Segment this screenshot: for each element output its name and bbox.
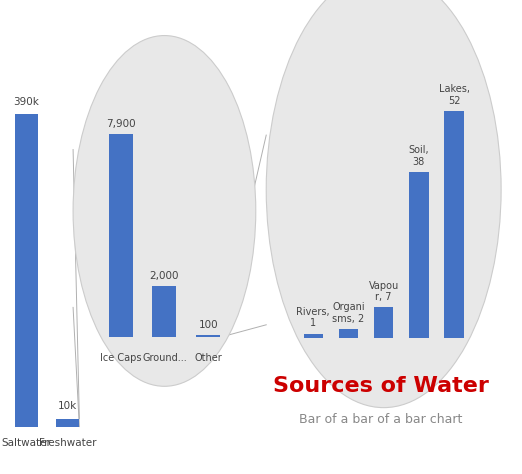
- Text: 7,900: 7,900: [106, 119, 135, 129]
- Text: Lakes,
52: Lakes, 52: [438, 84, 470, 106]
- Bar: [374, 307, 394, 338]
- Bar: [15, 114, 38, 427]
- Text: 390k: 390k: [13, 97, 39, 107]
- Text: 10k: 10k: [58, 401, 77, 411]
- Text: Soil,
38: Soil, 38: [409, 146, 429, 167]
- Text: Freshwater: Freshwater: [39, 438, 97, 448]
- Bar: [56, 419, 79, 427]
- Text: Ground...: Ground...: [142, 353, 187, 363]
- Text: Bar of a bar of a bar chart: Bar of a bar of a bar chart: [300, 413, 462, 426]
- Text: 100: 100: [198, 320, 218, 330]
- Text: Other: Other: [194, 353, 222, 363]
- Bar: [409, 172, 429, 338]
- Bar: [196, 335, 220, 337]
- Text: Organi
sms, 2: Organi sms, 2: [332, 302, 365, 324]
- Text: Vapou
r, 7: Vapou r, 7: [369, 281, 399, 302]
- Bar: [303, 334, 323, 338]
- Text: 2,000: 2,000: [150, 271, 179, 281]
- Bar: [152, 286, 176, 337]
- Text: Ice Caps: Ice Caps: [100, 353, 141, 363]
- Text: Rivers,
1: Rivers, 1: [296, 307, 330, 328]
- Bar: [444, 111, 464, 338]
- Text: Saltwater: Saltwater: [1, 438, 51, 448]
- Bar: [109, 134, 133, 337]
- Bar: [339, 329, 358, 338]
- Text: Sources of Water: Sources of Water: [273, 376, 489, 396]
